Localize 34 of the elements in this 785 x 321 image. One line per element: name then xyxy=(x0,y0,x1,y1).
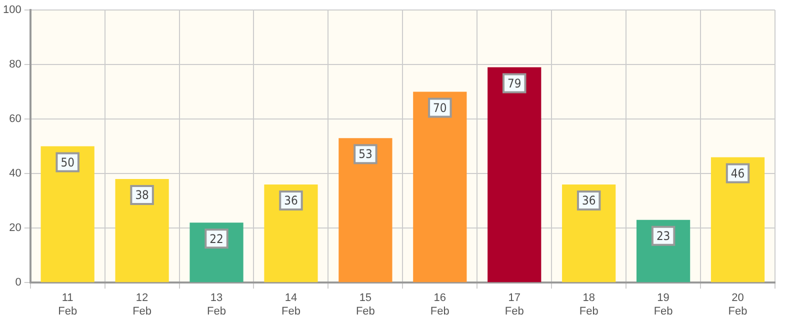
data-label: 36 xyxy=(284,194,298,208)
bar xyxy=(488,67,542,282)
x-tick-label: 20 Feb xyxy=(728,292,748,318)
x-tick-label: 18 Feb xyxy=(579,292,598,318)
bar xyxy=(264,184,318,282)
x-tick-label: 19 Feb xyxy=(654,292,673,318)
bar xyxy=(115,179,169,282)
x-tick-label: 17 Feb xyxy=(504,292,524,318)
x-tick-label: 13 Feb xyxy=(207,292,226,318)
data-label: 70 xyxy=(433,100,447,115)
data-label: 50 xyxy=(60,155,75,170)
x-tick-label: 11 Feb xyxy=(58,292,78,318)
y-tick-label: 0 xyxy=(15,276,22,289)
y-tick-label: 80 xyxy=(9,58,22,71)
x-tick-label: 15 Feb xyxy=(356,292,375,318)
bar xyxy=(710,157,765,282)
bar xyxy=(338,138,392,282)
y-tick-label: 40 xyxy=(9,168,22,180)
bar xyxy=(562,184,616,282)
data-label: 23 xyxy=(656,229,670,244)
data-label: 53 xyxy=(358,147,372,162)
x-tick-label: 12 Feb xyxy=(132,292,152,318)
y-tick-label: 60 xyxy=(9,113,22,126)
x-tick-label: 14 Feb xyxy=(281,292,300,318)
x-tick-label: 16 Feb xyxy=(430,292,450,318)
bar xyxy=(413,92,467,282)
data-label: 79 xyxy=(508,76,522,90)
data-label: 38 xyxy=(135,188,150,202)
y-tick-label: 100 xyxy=(2,4,22,16)
y-tick-label: 20 xyxy=(9,222,22,234)
bar xyxy=(40,146,94,282)
data-label: 46 xyxy=(730,166,745,180)
data-label: 22 xyxy=(210,232,224,246)
data-label: 36 xyxy=(582,194,596,208)
